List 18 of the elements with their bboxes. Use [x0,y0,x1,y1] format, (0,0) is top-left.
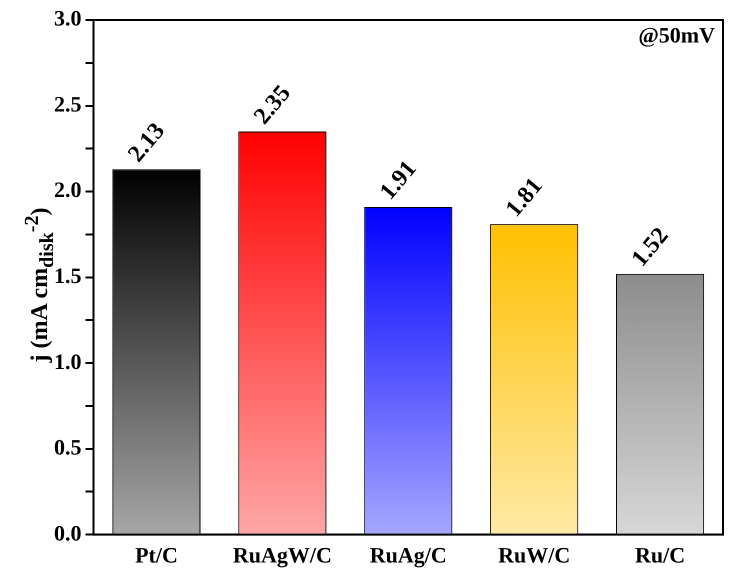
data-label: 2.35 [249,80,296,130]
data-label: 1.91 [374,156,422,205]
y-tick-label: 1.5 [54,262,82,288]
data-label: 1.81 [500,173,548,222]
annotation: @50mV [638,22,716,48]
x-tick-label: RuAgW/C [232,542,332,568]
data-label: 2.13 [123,118,170,168]
x-tick-label: RuW/C [498,542,570,568]
x-tick-label: RuAg/C [370,542,447,568]
y-tick-label: 0.5 [54,434,82,460]
x-tick-label: Ru/C [634,542,686,568]
y-tick-label: 2.0 [54,177,82,202]
y-tick-label: 0.0 [54,520,82,546]
x-tick-label: Pt/C [135,542,178,568]
y-tick-label: 3.0 [54,6,82,31]
y-tick-label: 1.0 [54,348,82,374]
data-label: 1.52 [626,222,674,272]
y-tick-label: 2.5 [54,91,82,116]
